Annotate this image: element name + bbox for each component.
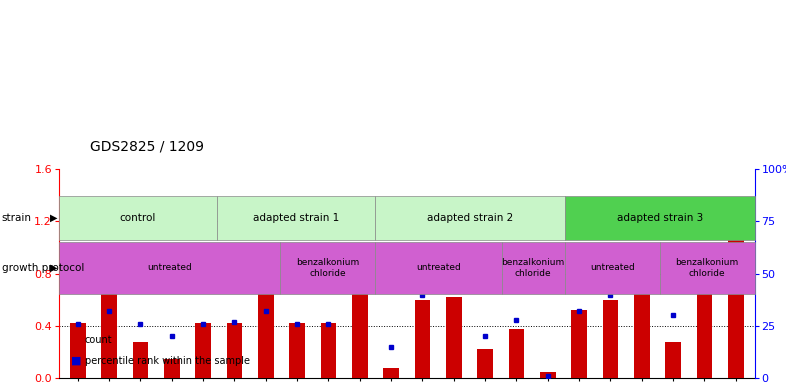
Text: benzalkonium
chloride: benzalkonium chloride	[675, 258, 739, 278]
Text: adapted strain 2: adapted strain 2	[427, 213, 513, 223]
Text: strain: strain	[2, 213, 31, 223]
Bar	[728, 205, 744, 378]
Bar	[321, 323, 336, 378]
Text: adapted strain 3: adapted strain 3	[616, 213, 703, 223]
Text: benzalkonium
chloride: benzalkonium chloride	[296, 258, 359, 278]
Bar	[226, 323, 242, 378]
Bar	[164, 359, 179, 378]
Bar	[634, 268, 649, 378]
Text: benzalkonium
chloride: benzalkonium chloride	[501, 258, 565, 278]
Text: control: control	[119, 213, 156, 223]
Bar	[477, 349, 493, 378]
Text: growth protocol: growth protocol	[2, 263, 84, 273]
Text: adapted strain 1: adapted strain 1	[253, 213, 340, 223]
Bar	[101, 287, 117, 378]
Bar	[414, 300, 430, 378]
Text: ■: ■	[71, 356, 81, 366]
Bar	[540, 372, 556, 378]
Text: ▶: ▶	[50, 213, 57, 223]
Text: ■: ■	[71, 335, 81, 345]
Text: untreated: untreated	[416, 263, 461, 272]
Text: ▶: ▶	[50, 263, 57, 273]
Bar	[289, 323, 305, 378]
Bar	[665, 342, 681, 378]
Bar	[352, 273, 368, 378]
Bar	[70, 323, 86, 378]
Text: untreated: untreated	[590, 263, 634, 272]
Bar	[446, 297, 461, 378]
Bar	[195, 323, 211, 378]
Text: count: count	[85, 335, 112, 345]
Text: percentile rank within the sample: percentile rank within the sample	[85, 356, 250, 366]
Text: GDS2825 / 1209: GDS2825 / 1209	[90, 140, 204, 154]
Bar	[696, 273, 712, 378]
Bar	[603, 300, 619, 378]
Text: untreated: untreated	[147, 263, 192, 272]
Bar	[258, 287, 274, 378]
Bar	[509, 329, 524, 378]
Bar	[384, 368, 399, 378]
Bar	[571, 310, 587, 378]
Bar	[133, 342, 149, 378]
